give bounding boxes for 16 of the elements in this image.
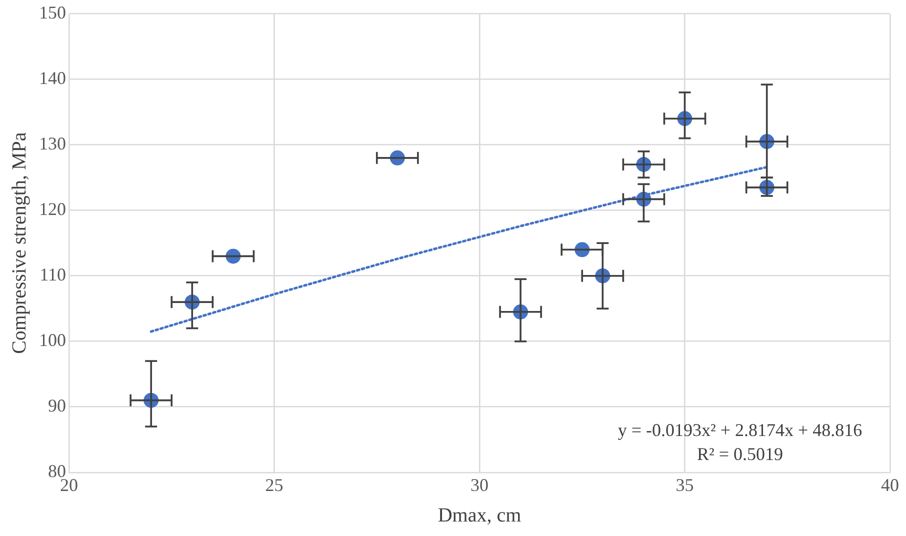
x-tick-label: 30 <box>470 474 488 495</box>
y-axis-title: Compressive strength, MPa <box>8 132 30 354</box>
x-axis-title: Dmax, cm <box>438 504 522 526</box>
y-tick-label: 150 <box>39 2 66 23</box>
y-tick-label: 120 <box>39 199 66 220</box>
annotation: R² = 0.5019 <box>696 444 784 464</box>
y-tick-label: 140 <box>39 68 66 88</box>
y-tick-label: 130 <box>39 134 66 154</box>
y-tick-label: 100 <box>39 330 66 350</box>
annotation: y = -0.0193x² + 2.8174x + 48.816 <box>618 420 862 440</box>
x-tick-label: 40 <box>881 474 899 495</box>
y-tick-label: 90 <box>48 396 66 416</box>
line-series <box>150 166 768 333</box>
x-tick-label: 35 <box>676 474 694 495</box>
y-tick-label: 110 <box>40 264 66 285</box>
x-tick-label: 25 <box>265 474 284 495</box>
